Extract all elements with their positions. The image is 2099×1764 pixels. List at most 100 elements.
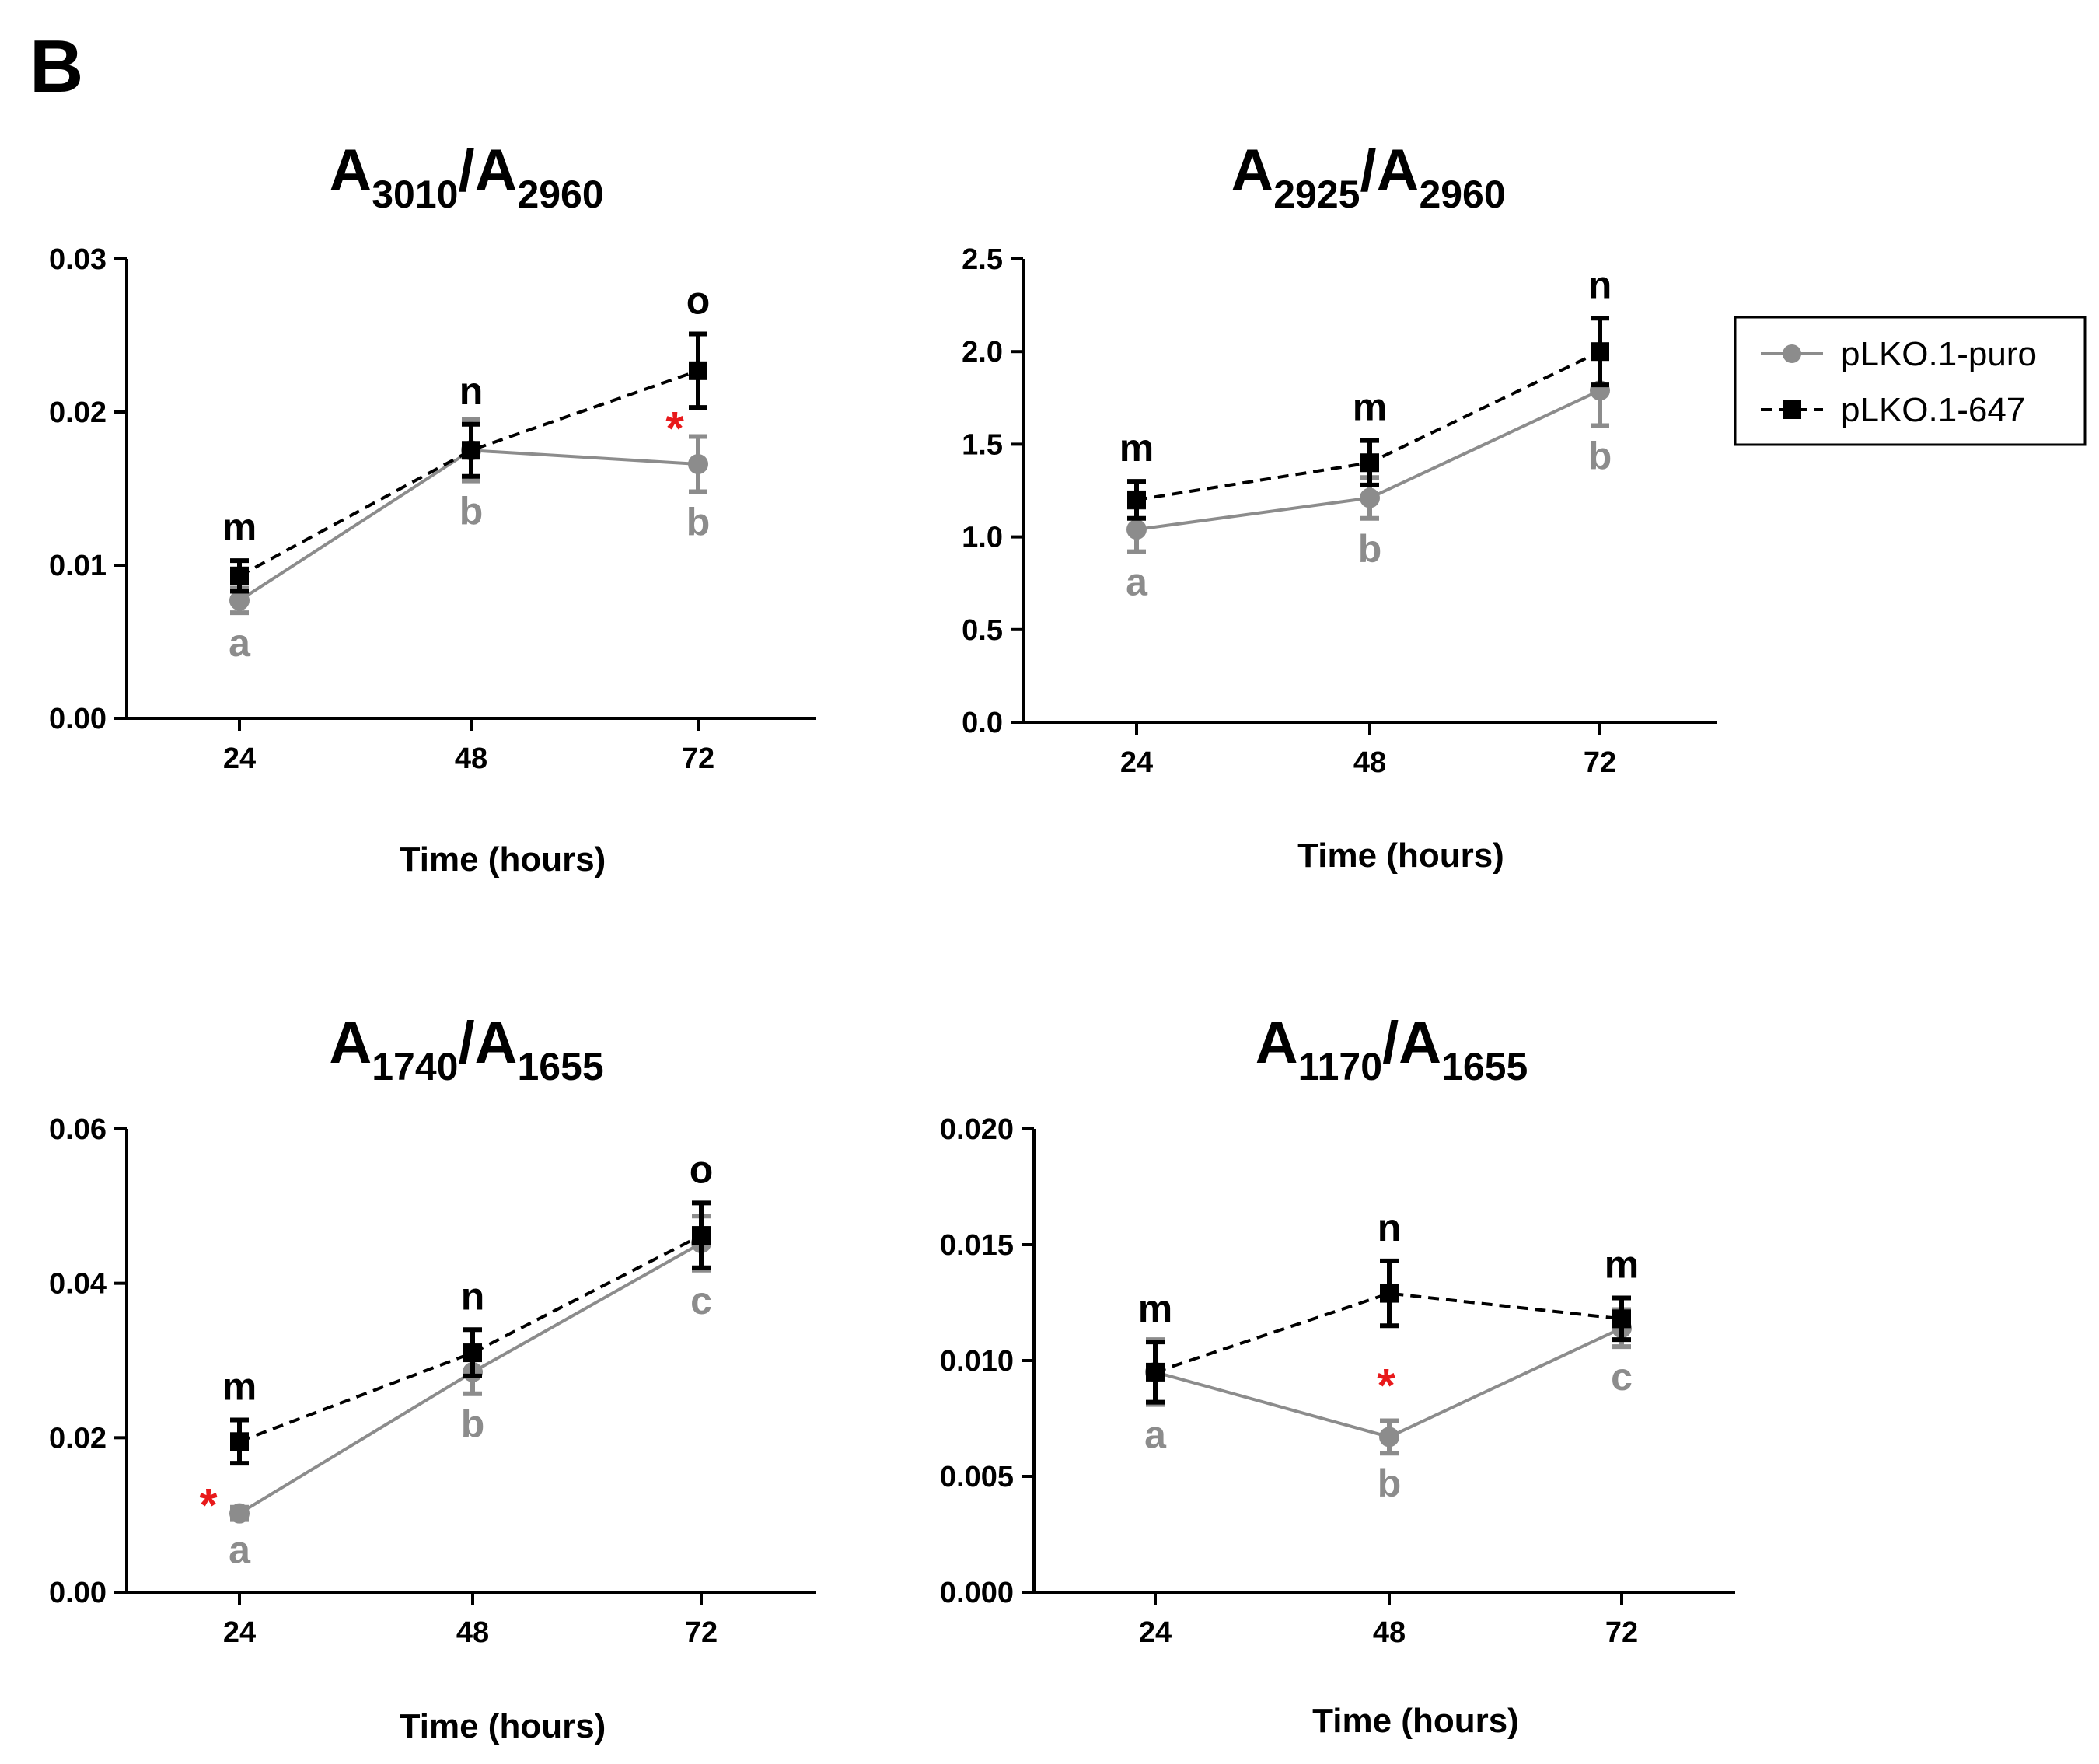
chart-2: A2925/A2960 0.0 0.5 1.0 1.5 2.0 2.5 24 48 72 Time … (962, 138, 1717, 875)
y-tick-label: 0.04 (49, 1268, 107, 1301)
group-letter: n (1378, 1206, 1402, 1249)
chart-title-main1: A (1231, 138, 1273, 204)
group-letter: a (1144, 1413, 1167, 1457)
x-tick-label: 24 (1139, 1616, 1172, 1649)
x-axis-label: Time (hours) (400, 840, 606, 879)
y-tick-label: 0.06 (49, 1113, 107, 1146)
data-point (1126, 519, 1147, 540)
x-axis-label: Time (hours) (1312, 1702, 1519, 1740)
chart-title-main1: A (329, 1010, 372, 1076)
legend: pLKO.1-puro pLKO.1-647 (1734, 316, 2087, 446)
group-letter: n (459, 369, 484, 413)
group-letter: a (1126, 561, 1148, 604)
group-letter: m (1138, 1287, 1172, 1330)
chart-title: A2925/A2960 (1231, 138, 1505, 216)
y-tick-label: 2.0 (962, 336, 1003, 369)
x-tick-label: 72 (682, 742, 714, 775)
y-tick-label: 0.02 (49, 1422, 107, 1455)
chart-title-sub2: 1655 (517, 1045, 603, 1088)
y-tick-label: 0.02 (49, 396, 107, 429)
legend-entry-pLKO-647: pLKO.1-647 (1761, 391, 2025, 429)
significance-star: * (199, 1479, 218, 1532)
series-line (1154, 1291, 1622, 1374)
group-letter: a (229, 1528, 251, 1572)
chart-title-main2: /A (1360, 138, 1419, 204)
x-tick-label: 72 (1584, 746, 1616, 779)
group-letter: b (686, 500, 711, 543)
series-pLKO-647 (230, 1200, 711, 1466)
group-letter: n (461, 1274, 485, 1318)
data-point (1591, 342, 1609, 362)
series-pLKO-647 (230, 331, 707, 594)
group-letter: b (1378, 1462, 1402, 1505)
group-letter: o (690, 1147, 714, 1191)
group-letter: m (222, 505, 257, 549)
y-tick-label: 0.010 (940, 1345, 1014, 1378)
data-point (230, 566, 249, 585)
group-letter: m (222, 1364, 257, 1408)
data-point (1360, 453, 1379, 473)
data-point (688, 453, 708, 474)
y-tick-label: 0.5 (962, 614, 1003, 647)
significance-star: * (665, 403, 684, 455)
significance-star: * (1377, 1359, 1395, 1411)
chart-title-sub2: 2960 (1419, 173, 1505, 216)
group-letter: n (1588, 263, 1612, 306)
series-pLKO-647 (1127, 316, 1609, 521)
legend-label: pLKO.1-puro (1841, 335, 2037, 373)
data-point (1360, 487, 1380, 508)
chart-title-sub1: 3010 (372, 173, 458, 216)
legend-label: pLKO.1-647 (1841, 391, 2025, 429)
x-tick-label: 72 (685, 1616, 718, 1649)
panel-label: B (30, 25, 83, 108)
chart-title-sub2: 1655 (1441, 1045, 1528, 1088)
series-line (239, 1234, 702, 1444)
chart-title-sub1: 2925 (1273, 173, 1360, 216)
data-point (1379, 1427, 1399, 1448)
x-tick-label: 48 (1373, 1616, 1406, 1649)
legend-marker (1783, 344, 1801, 363)
y-tick-label: 0.0 (962, 707, 1003, 739)
chart-4: A1170/A1655 0.000 0.005 0.010 0.015 0.020 24 48… (940, 1010, 1735, 1740)
chart-title-main1: A (329, 138, 372, 204)
chart-title-sub2: 2960 (517, 173, 603, 216)
chart-title-sub1: 1740 (372, 1045, 458, 1088)
group-letter: m (1605, 1243, 1639, 1287)
x-tick-label: 24 (223, 742, 256, 775)
y-tick-label: 0.03 (49, 243, 107, 276)
legend-entry-pLKO-puro: pLKO.1-puro (1761, 335, 2037, 373)
y-tick-label: 1.5 (962, 428, 1003, 461)
chart-3: A1740/A1655 0.00 0.02 0.04 0.06 24 48 72 Time (h… (49, 1010, 816, 1745)
chart-title: A3010/A2960 (329, 138, 603, 216)
y-tick-label: 0.000 (940, 1577, 1014, 1609)
data-point (462, 441, 480, 460)
data-point (229, 1503, 250, 1524)
data-point (229, 590, 250, 611)
data-point (463, 1343, 482, 1363)
data-point (1612, 1309, 1631, 1329)
data-point (1146, 1362, 1165, 1382)
group-letter: m (1119, 426, 1154, 470)
group-letter: b (459, 490, 484, 533)
data-point (1380, 1284, 1399, 1303)
x-tick-label: 72 (1605, 1616, 1638, 1649)
y-tick-label: 0.015 (940, 1229, 1014, 1262)
group-letter: c (1611, 1355, 1633, 1399)
y-tick-label: 2.5 (962, 243, 1003, 276)
data-point (692, 1226, 711, 1245)
x-tick-label: 48 (455, 742, 487, 775)
y-tick-label: 0.020 (940, 1113, 1014, 1146)
data-point (230, 1432, 249, 1451)
chart-title-sub1: 1170 (1298, 1045, 1382, 1088)
chart-title-main2: /A (1382, 1010, 1441, 1076)
y-tick-label: 0.00 (49, 1577, 107, 1609)
group-letter: c (690, 1279, 712, 1322)
chart-title-main2: /A (458, 1010, 517, 1076)
chart-title-main1: A (1256, 1010, 1298, 1076)
x-axis-label: Time (hours) (400, 1707, 606, 1745)
chart-title-main2: /A (458, 138, 517, 204)
x-tick-label: 48 (456, 1616, 489, 1649)
x-axis-label: Time (hours) (1297, 837, 1504, 875)
